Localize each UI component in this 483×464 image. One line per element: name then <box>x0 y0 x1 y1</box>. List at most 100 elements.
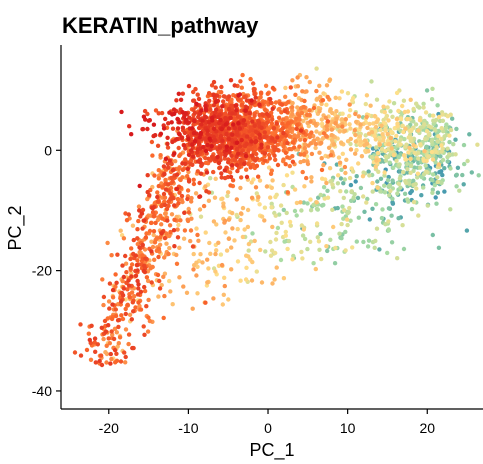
data-point <box>223 230 228 235</box>
data-point <box>448 127 454 133</box>
data-point <box>349 189 354 194</box>
data-point <box>104 343 109 348</box>
data-point <box>229 153 234 158</box>
data-point <box>383 154 388 159</box>
data-point <box>199 108 204 113</box>
data-point <box>257 202 262 207</box>
data-point <box>110 287 116 293</box>
data-point <box>430 157 436 162</box>
data-point <box>378 176 384 181</box>
data-point <box>400 223 405 228</box>
data-point <box>283 85 288 91</box>
data-point <box>442 189 447 194</box>
data-point <box>159 282 164 288</box>
data-point <box>288 223 293 228</box>
data-point <box>225 190 231 195</box>
data-point <box>377 135 382 141</box>
data-point <box>344 189 349 194</box>
data-point <box>156 111 161 116</box>
data-point <box>396 216 401 221</box>
data-point <box>259 142 264 147</box>
data-point <box>134 263 140 268</box>
data-point <box>95 342 101 347</box>
data-point <box>444 122 449 127</box>
data-point <box>126 212 131 217</box>
data-point <box>379 123 384 128</box>
data-point <box>119 313 124 318</box>
data-point <box>128 266 133 271</box>
data-point <box>318 231 323 237</box>
data-point <box>125 287 130 292</box>
data-point <box>220 138 225 143</box>
data-point <box>243 153 249 159</box>
data-point <box>411 182 416 188</box>
data-point <box>254 269 259 274</box>
data-point <box>271 126 277 131</box>
data-point <box>400 123 405 128</box>
data-point <box>424 169 429 174</box>
data-point <box>298 137 303 142</box>
data-point <box>196 96 202 102</box>
data-point <box>307 79 312 85</box>
data-point <box>314 88 319 94</box>
data-point <box>448 166 453 171</box>
data-point <box>275 135 280 140</box>
data-point <box>402 109 408 115</box>
data-point <box>439 143 444 148</box>
data-point <box>440 112 445 117</box>
data-point <box>339 117 345 122</box>
data-point <box>343 248 348 253</box>
data-point <box>276 115 282 121</box>
data-point <box>342 128 348 133</box>
data-point <box>287 134 293 139</box>
data-point <box>222 94 227 99</box>
data-point <box>247 115 252 121</box>
data-point <box>174 137 179 142</box>
data-point <box>244 253 249 258</box>
data-point <box>135 258 140 263</box>
points-layer <box>72 66 481 368</box>
data-point <box>318 192 323 198</box>
data-point <box>246 161 251 167</box>
data-point <box>107 341 113 346</box>
data-point <box>222 218 228 224</box>
data-point <box>245 224 251 230</box>
data-point <box>251 81 256 86</box>
data-point <box>234 108 239 113</box>
data-point <box>179 135 184 141</box>
data-point <box>133 273 139 278</box>
data-point <box>321 91 326 96</box>
data-point <box>243 111 248 117</box>
data-point <box>185 188 191 193</box>
data-point <box>281 117 286 122</box>
data-point <box>109 253 114 258</box>
data-point <box>93 349 98 354</box>
data-point <box>145 189 150 195</box>
data-point <box>333 95 338 101</box>
data-point <box>301 200 306 205</box>
data-point <box>203 148 209 154</box>
data-point <box>214 248 219 253</box>
data-point <box>418 142 423 147</box>
data-point <box>246 241 252 247</box>
data-point <box>312 121 318 126</box>
data-point <box>263 107 268 113</box>
data-point <box>348 136 353 142</box>
data-point <box>281 207 286 213</box>
data-point <box>462 161 467 167</box>
data-point <box>257 102 262 107</box>
data-point <box>190 154 196 159</box>
data-point <box>365 244 371 249</box>
data-point <box>385 131 390 137</box>
data-point <box>195 92 200 97</box>
data-point <box>374 226 380 231</box>
data-point <box>115 318 121 323</box>
data-point <box>259 125 264 130</box>
data-point <box>218 252 224 257</box>
data-point <box>190 306 195 311</box>
data-point <box>253 185 259 190</box>
data-point <box>203 230 208 235</box>
data-point <box>244 134 250 139</box>
data-point <box>322 196 327 201</box>
data-point <box>165 135 170 140</box>
